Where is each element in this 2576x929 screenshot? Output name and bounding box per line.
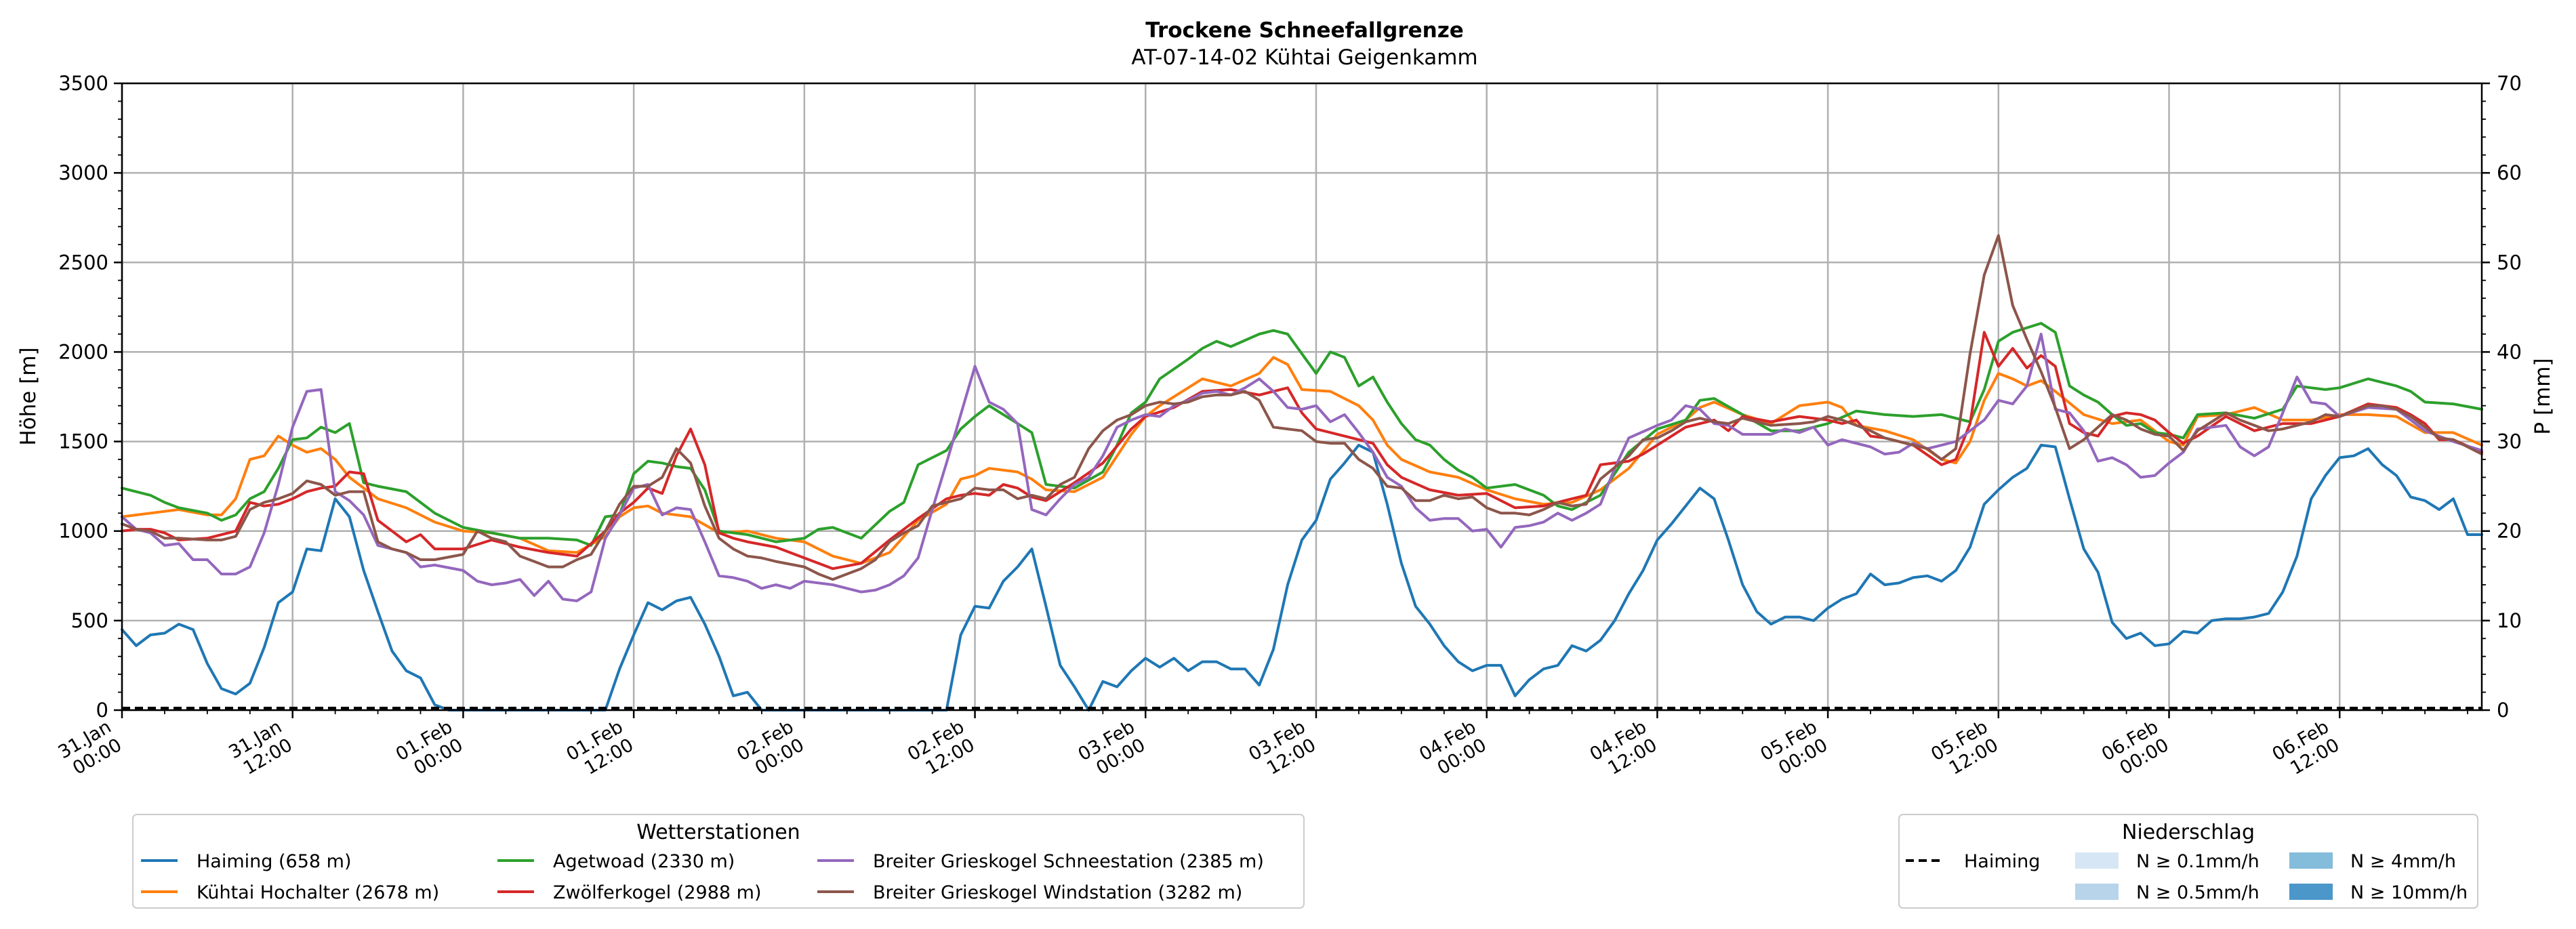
y-right-tick-label: 50 [2497,251,2522,274]
legend-stations-items: Haiming (658 m) Kühtai Hochalter (2678 m)… [141,851,1264,903]
y-tick-label: 3500 [58,72,108,95]
legend-bin-swatch-3 [2289,884,2333,900]
legend-precip-frame [1898,814,2478,909]
series-line-2 [121,322,2483,547]
y-tick-label: 1500 [58,430,108,453]
y-right-tick-label: 10 [2497,609,2522,632]
chart-subtitle: AT-07-14-02 Kühtai Geigenkamm [1131,45,1477,70]
legend-stations-frame [132,814,1305,909]
series-line-3 [121,331,2483,571]
y-axis-right-label: P [mm] [2531,358,2555,434]
grid-lines [121,82,2482,711]
series-line-5 [121,234,2483,581]
legend-bin-swatch-1 [2075,884,2119,900]
y-axis-label: Höhe [m] [16,347,41,445]
series-line-4 [121,333,2483,602]
y-axis-left: 0 500 1000 1500 2000 2500 3000 3500 [58,72,122,722]
legend-label-0: Haiming (658 m) [197,851,351,872]
legend-stations: Wetterstationen Haiming (658 m) Kühtai Ho… [132,814,1305,909]
legend-stations-title: Wetterstationen [636,821,800,844]
series-line-1 [121,356,2483,565]
legend-precip: Niederschlag Haiming N ≥ 0.1mm/h N ≥ 0.5m… [1898,814,2478,909]
plot-frame [121,82,2483,711]
y-right-tick-label: 0 [2497,699,2509,722]
y-right-tick-label: 70 [2497,72,2522,95]
y-tick-label: 3000 [58,161,108,184]
y-right-tick-label: 20 [2497,520,2522,543]
legend-label-3: Zwölferkogel (2988 m) [553,882,762,903]
legend-bin-label-2: N ≥ 4mm/h [2350,851,2456,872]
series-line-0 [121,443,2483,711]
y-tick-label: 500 [71,609,108,632]
legend-label-4: Breiter Grieskogel Schneestation (2385 m… [873,851,1264,872]
legend-bin-swatch-2 [2289,852,2333,869]
y-tick-label: 2000 [58,340,108,363]
y-axis-right: 0 10 20 30 40 50 60 70 [2482,72,2522,722]
legend-precip-bins: N ≥ 0.1mm/h N ≥ 0.5mm/h N ≥ 4mm/h N ≥ 10mm/… [2075,851,2468,903]
y-right-tick-label: 40 [2497,340,2522,363]
y-tick-label: 0 [96,699,108,722]
legend-label-1: Kühtai Hochalter (2678 m) [197,882,439,903]
legend-label-2: Agetwoad (2330 m) [553,851,735,872]
legend-bin-label-3: N ≥ 10mm/h [2350,882,2468,903]
legend-bin-label-0: N ≥ 0.1mm/h [2136,851,2260,872]
legend-bin-swatch-0 [2075,852,2119,869]
y-tick-label: 1000 [58,520,108,543]
legend-precip-title: Niederschlag [2122,821,2255,844]
chart-title: Trockene Schneefallgrenze [1145,18,1464,43]
legend-bin-label-1: N ≥ 0.5mm/h [2136,882,2260,903]
legend-precip-line-label: Haiming [1964,851,2040,872]
y-right-tick-label: 60 [2497,161,2522,184]
y-right-tick-label: 30 [2497,430,2522,453]
legend-label-5: Breiter Grieskogel Windstation (3282 m) [873,882,1242,903]
series-layer [121,234,2483,711]
y-tick-label: 2500 [58,251,108,274]
